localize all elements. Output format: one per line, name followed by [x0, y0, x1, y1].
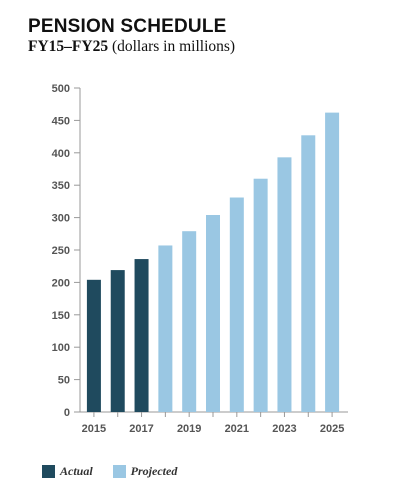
x-tick-label: 2019 — [177, 423, 201, 435]
bar-projected-2021 — [229, 197, 244, 412]
bars — [86, 112, 340, 413]
x-axis: 2015 2017 2019 2021 2023 2025 — [80, 411, 348, 435]
subtitle-range: FY15–FY25 — [28, 38, 109, 55]
y-tick-label: 300 — [52, 213, 70, 225]
y-tick-label: 450 — [52, 115, 70, 127]
bar-projected-2023 — [277, 157, 292, 412]
y-tick-label: 250 — [52, 245, 70, 257]
legend-swatch-actual — [42, 465, 55, 478]
y-tick-label: 500 — [52, 83, 70, 95]
y-tick-label: 100 — [52, 342, 70, 354]
legend-item-actual: Actual — [42, 464, 93, 479]
bar-projected-2020 — [206, 215, 220, 412]
chart-subtitle: FY15–FY25 (dollars in millions) — [28, 38, 235, 56]
y-axis: 0 50 100 150 200 250 300 350 400 450 500 — [52, 83, 81, 419]
x-tick-label: 2015 — [82, 423, 106, 435]
bar-actual-2017 — [134, 259, 149, 412]
chart-title: PENSION SCHEDULE — [28, 16, 227, 37]
legend-swatch-projected — [112, 465, 126, 478]
x-tick-label: 2021 — [225, 423, 249, 435]
y-tick-label: 0 — [64, 407, 70, 419]
bar-actual-2016 — [110, 270, 125, 412]
bar-projected-2018 — [158, 245, 173, 412]
y-tick-label: 400 — [52, 148, 70, 160]
legend-label-projected: Projected — [130, 464, 178, 478]
subtitle-units: (dollars in millions) — [111, 38, 236, 55]
x-tick-label: 2017 — [129, 423, 153, 435]
bar-projected-2022 — [253, 178, 268, 412]
x-tick-label: 2023 — [272, 423, 296, 435]
y-tick-label: 350 — [52, 180, 70, 192]
legend-label-actual: Actual — [60, 464, 93, 478]
bar-projected-2019 — [182, 231, 197, 412]
bar-projected-2024 — [301, 135, 316, 412]
legend: Actual Projected — [42, 464, 197, 479]
y-tick-label: 200 — [52, 277, 70, 289]
y-tick-label: 150 — [52, 310, 70, 322]
x-tick-label: 2025 — [320, 423, 344, 435]
y-tick-label: 50 — [58, 375, 70, 387]
bar-projected-2025 — [325, 112, 340, 413]
bar-actual-2015 — [86, 279, 101, 412]
legend-item-projected: Projected — [112, 464, 178, 479]
